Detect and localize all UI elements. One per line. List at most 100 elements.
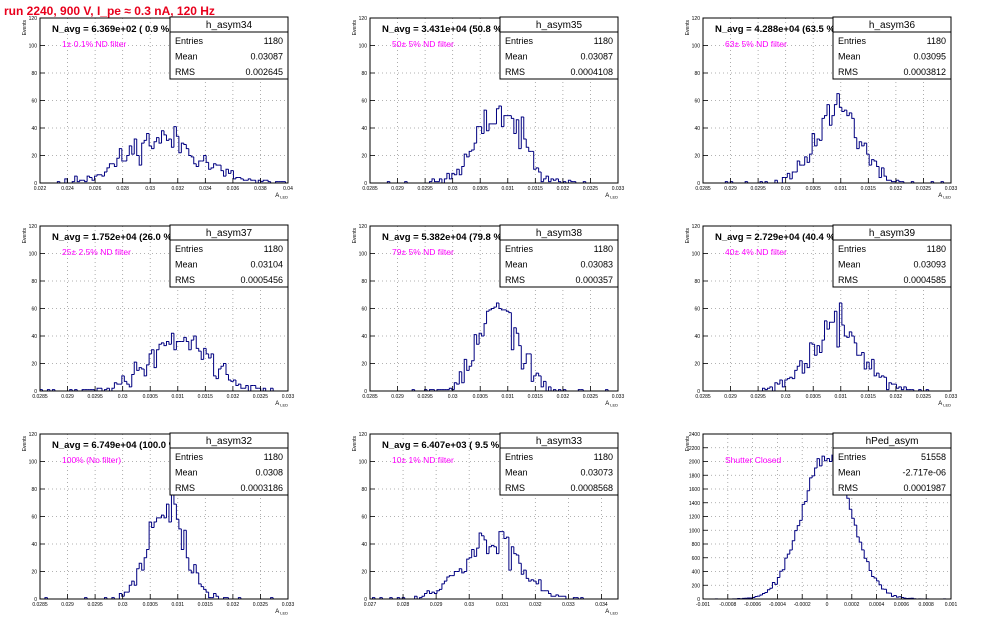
stats-key: RMS [175, 275, 195, 285]
histogram-bin [175, 504, 179, 520]
x-tick-label: -0.0004 [769, 602, 786, 608]
histogram-bin [153, 141, 157, 149]
histogram-bin [510, 546, 514, 571]
histogram-bin [463, 358, 467, 383]
histogram-bin [873, 359, 877, 377]
histogram-bin [486, 110, 490, 132]
x-axis-title-sub: LED [943, 195, 951, 200]
histogram-bin [886, 176, 889, 181]
histogram-bin [180, 528, 184, 550]
stats-key: RMS [175, 483, 195, 493]
histogram-bin [193, 335, 197, 341]
run-title: run 2240, 900 V, I_pe ≈ 0.3 nA, 120 Hz [4, 4, 215, 18]
histogram-bin [861, 542, 865, 551]
x-tick-label: 0.029 [391, 394, 404, 400]
panel-h_asym35: 0 20 40 60 80 100 120 0.0285 0.029 0.0295 0.03 0.03… [352, 16, 624, 200]
histogram-bin [123, 375, 127, 382]
y-tick-label: 60 [31, 515, 37, 521]
histogram-bin [424, 593, 428, 597]
y-tick-label: 120 [692, 16, 701, 22]
y-axis-title: Events [685, 20, 691, 36]
histogram-bin [871, 358, 875, 369]
histogram-bin [156, 137, 160, 142]
histogram-bin [881, 375, 885, 378]
x-tick-label: 0.0305 [806, 186, 822, 192]
histogram-bin [188, 557, 192, 571]
navg-label: N_avg = 5.382e+04 (79.8 %) [382, 232, 505, 243]
histogram-bin [525, 353, 529, 364]
x-tick-label: 0.0305 [806, 394, 822, 400]
stats-value: 0.03087 [580, 52, 613, 62]
histogram-bin [523, 569, 527, 575]
histogram-bin [94, 175, 98, 181]
histogram-bin [175, 126, 179, 137]
histogram-bin [240, 384, 244, 389]
histogram-bin [826, 457, 830, 461]
histogram-bin [786, 553, 790, 559]
y-tick-label: 60 [31, 99, 37, 105]
x-tick-label: 0.031 [835, 394, 848, 400]
histogram-bin [131, 374, 135, 387]
stats-key: Entries [175, 244, 204, 254]
histogram-bin [786, 378, 790, 380]
histogram-bin [227, 374, 231, 381]
histogram-bin [198, 572, 202, 585]
histogram-bin [540, 172, 544, 183]
histogram-bin [769, 386, 773, 389]
histogram-bin [550, 178, 554, 182]
histogram-bin [165, 341, 169, 346]
histogram-bin [473, 549, 477, 557]
histogram-bin [764, 388, 768, 391]
histogram-bin [463, 571, 467, 573]
x-tick-label: 0.0295 [87, 602, 103, 608]
stats-key: Mean [838, 52, 861, 62]
x-tick-label: 0.0295 [417, 186, 433, 192]
histogram-bin [195, 336, 199, 349]
histogram-bin [453, 382, 457, 390]
histogram-bin [848, 331, 852, 338]
histogram-bin [525, 139, 529, 148]
x-tick-label: -0.001 [696, 602, 710, 608]
histogram-bin [493, 306, 497, 309]
x-tick-label: 0.033 [945, 394, 958, 400]
y-axis-title: Events [22, 228, 28, 244]
x-tick-label: 0.033 [945, 186, 958, 192]
histogram-bin [190, 155, 194, 158]
histogram-bin [796, 525, 800, 531]
histogram-bin [458, 568, 462, 572]
x-tick-label: 0.03 [118, 394, 128, 400]
histogram-bin [828, 321, 832, 330]
histogram-bin [421, 595, 425, 598]
histogram-bin [89, 176, 93, 178]
histogram-bin [471, 549, 475, 558]
histogram-bin [476, 126, 480, 144]
x-axis-title-sub: LED [280, 611, 288, 616]
histogram-bin [74, 175, 78, 182]
histogram-bin [426, 590, 430, 594]
x-axis-title-main: A [275, 193, 279, 199]
histogram-bin [161, 130, 164, 144]
x-axis-title: ALED [938, 193, 951, 200]
y-axis-title: Events [685, 436, 691, 452]
histogram-bin [518, 333, 522, 347]
stats-value: 0.0004585 [903, 275, 946, 285]
histogram-bin [121, 148, 125, 162]
x-tick-label: 0.029 [61, 394, 74, 400]
histogram-bin [495, 108, 499, 124]
histogram-bin [161, 342, 164, 345]
histogram-bin [503, 115, 507, 127]
filter-label: 25± 2.5% ND filter [62, 247, 131, 257]
histogram-bin [210, 167, 214, 170]
stats-box [169, 432, 289, 496]
histogram-bin [488, 546, 492, 554]
stats-name: h_asym38 [536, 228, 583, 239]
histogram-bin [438, 178, 442, 182]
histogram-bin [848, 498, 852, 510]
histogram-bin [262, 387, 266, 391]
histogram-bin [443, 178, 447, 183]
y-tick-label: 0 [34, 597, 37, 603]
histogram-bin [195, 163, 199, 167]
histogram-bin [143, 139, 147, 144]
histogram-bin [227, 169, 231, 174]
histogram-bin [456, 382, 460, 385]
